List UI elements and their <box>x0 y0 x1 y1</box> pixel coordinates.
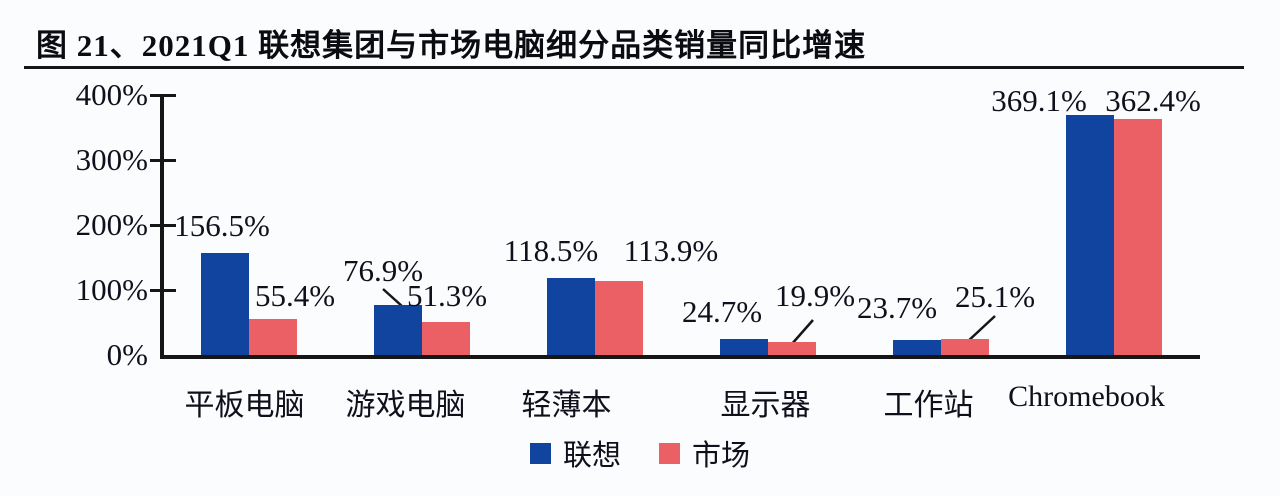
bar-market-cat5 <box>1113 119 1162 355</box>
bar-lenovo-cat5 <box>1065 115 1114 355</box>
bar-market-cat2 <box>594 281 643 355</box>
bar-market-cat4 <box>940 339 989 355</box>
y-axis-tick-label: 400% <box>75 77 148 112</box>
value-label-lenovo-cat4: 23.7% <box>856 290 938 325</box>
value-label-market-cat0: 55.4% <box>254 278 336 313</box>
bar-market-cat1 <box>421 322 470 355</box>
bar-lenovo-cat4 <box>892 340 941 355</box>
value-label-market-cat4: 25.1% <box>954 279 1036 314</box>
value-label-market-cat1: 51.3% <box>406 278 488 313</box>
bar-lenovo-cat1 <box>373 305 422 355</box>
value-label-market-cat5: 362.4% <box>1105 83 1201 118</box>
y-axis-tick-label: 300% <box>75 142 148 177</box>
y-axis-line <box>160 95 164 359</box>
y-axis-tick-label: 100% <box>75 272 148 307</box>
y-axis-tick-label: 200% <box>75 207 148 242</box>
legend: 联想 市场 <box>0 432 1280 474</box>
market-series-swatch <box>659 442 680 464</box>
x-axis-label-cat2: 轻薄本 <box>521 389 612 422</box>
title-underline <box>24 66 1244 69</box>
value-label-market-cat3: 19.9% <box>774 278 856 313</box>
value-label-market-cat2: 113.9% <box>623 233 719 268</box>
value-label-lenovo-cat3: 24.7% <box>681 294 763 329</box>
value-label-lenovo-cat1: 76.9% <box>342 253 424 288</box>
x-axis-label-cat1: 游戏电脑 <box>345 389 466 422</box>
value-label-lenovo-cat5: 369.1% <box>991 83 1087 118</box>
value-label-lenovo-cat2: 118.5% <box>503 233 599 268</box>
x-axis-label-cat0: 平板电脑 <box>184 389 305 422</box>
bar-lenovo-cat3 <box>719 339 768 355</box>
x-axis-label-cat5: Chromebook <box>1008 380 1165 413</box>
x-axis-line <box>160 355 1200 359</box>
market-series-label: 市场 <box>692 440 751 472</box>
value-label-lenovo-cat0: 156.5% <box>174 208 270 243</box>
lenovo-series-label: 联想 <box>562 440 621 472</box>
bar-lenovo-cat0 <box>200 253 249 355</box>
y-axis-tick-label: 0% <box>106 337 148 372</box>
figure-title: 图 21、2021Q1 联想集团与市场电脑细分品类销量同比增速 <box>36 28 867 63</box>
bar-market-cat0 <box>248 319 297 355</box>
x-axis-label-cat4: 工作站 <box>883 389 974 422</box>
x-axis-label-cat3: 显示器 <box>720 389 811 422</box>
lenovo-series-swatch <box>529 442 551 464</box>
legend-item-market: 市场 <box>659 432 750 474</box>
bar-lenovo-cat2 <box>546 278 595 355</box>
legend-item-lenovo: 联想 <box>529 432 621 474</box>
bar-market-cat3 <box>767 342 816 355</box>
